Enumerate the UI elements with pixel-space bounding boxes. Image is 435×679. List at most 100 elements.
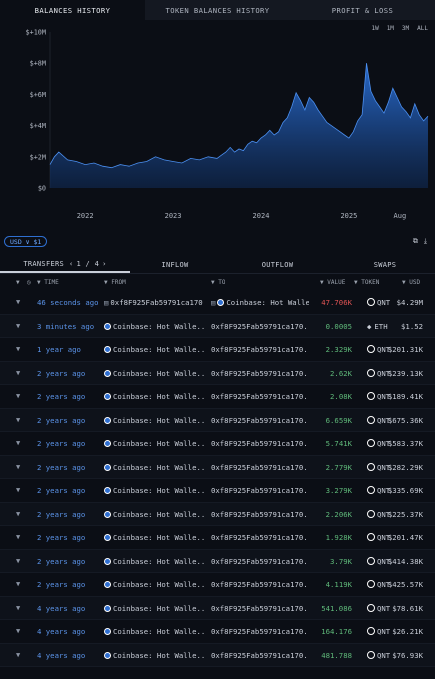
- document-icon[interactable]: ▤: [104, 298, 109, 307]
- filter-icon[interactable]: ▼: [16, 509, 21, 518]
- to-address[interactable]: 0xf8F925Fab59791ca170...: [211, 533, 309, 542]
- time-link[interactable]: 2 years ago: [37, 509, 86, 519]
- to-label[interactable]: 0xf8F925Fab59791ca170...: [211, 415, 309, 425]
- filter-icon[interactable]: ▼: [16, 298, 21, 306]
- filter-icon[interactable]: ▼: [16, 462, 21, 471]
- time-link[interactable]: 2 years ago: [37, 415, 86, 425]
- time-link[interactable]: 4 years ago: [37, 627, 86, 636]
- from-address[interactable]: Coinbase: Hot Walle...: [104, 392, 204, 401]
- token-cell[interactable]: QNT: [367, 439, 390, 448]
- token-cell[interactable]: QNT: [367, 650, 390, 660]
- from-label[interactable]: Coinbase: Hot Walle...: [113, 345, 204, 354]
- from-label[interactable]: Coinbase: Hot Walle...: [113, 486, 204, 495]
- to-address[interactable]: 0xf8F925Fab59791ca170...: [211, 392, 309, 401]
- from-label[interactable]: Coinbase: Hot Walle...: [113, 392, 204, 401]
- filter-icon[interactable]: ▼: [16, 368, 21, 377]
- token-cell[interactable]: ◆ ETH: [367, 322, 388, 331]
- to-address[interactable]: 0xf8F925Fab59791ca170...: [211, 580, 309, 589]
- time-link[interactable]: 3 minutes ago: [37, 321, 95, 331]
- token-cell[interactable]: QNT: [367, 556, 390, 566]
- token-cell[interactable]: QNT: [367, 533, 390, 542]
- token-cell[interactable]: QNT: [367, 345, 390, 354]
- token-cell[interactable]: QNT: [367, 368, 390, 378]
- from-label[interactable]: Coinbase: Hot Walle...: [113, 603, 204, 613]
- from-label[interactable]: Coinbase: Hot Walle...: [113, 321, 204, 331]
- from-label[interactable]: Coinbase: Hot Walle...: [113, 368, 204, 378]
- value-header[interactable]: ▼ VALUE: [320, 279, 345, 286]
- from-address[interactable]: Coinbase: Hot Walle...: [104, 345, 204, 354]
- from-address[interactable]: Coinbase: Hot Walle...: [104, 322, 204, 331]
- tab-inflow[interactable]: INFLOW: [161, 260, 189, 269]
- range-1m-button[interactable]: 1M: [386, 25, 394, 32]
- currency-selector[interactable]: USD ∨ $1: [4, 236, 48, 247]
- from-address[interactable]: Coinbase: Hot Walle...: [104, 486, 204, 495]
- time-link[interactable]: 2 years ago: [37, 368, 86, 378]
- to-address[interactable]: 0xf8F925Fab59791ca170...: [211, 557, 309, 566]
- from-label[interactable]: Coinbase: Hot Walle...: [113, 415, 204, 425]
- to-address[interactable]: 0xf8F925Fab59791ca170...: [211, 463, 309, 472]
- to-header[interactable]: ▼ TO: [211, 279, 225, 286]
- range-3m-button[interactable]: 3M: [401, 25, 410, 32]
- token-cell[interactable]: QNT: [367, 509, 390, 519]
- filter-icon[interactable]: ▼: [16, 627, 21, 635]
- filter-icon[interactable]: ▼: [16, 439, 21, 447]
- token-cell[interactable]: QNT: [367, 580, 390, 589]
- to-label[interactable]: 0xf8F925Fab59791ca170...: [211, 392, 309, 401]
- history-icon[interactable]: ◷: [27, 279, 31, 286]
- from-address[interactable]: Coinbase: Hot Walle...: [104, 651, 204, 660]
- to-label[interactable]: 0xf8F925Fab59791ca170...: [211, 603, 309, 613]
- from-label[interactable]: Coinbase: Hot Walle...: [113, 556, 204, 566]
- to-label[interactable]: 0xf8F925Fab59791ca170...: [211, 486, 309, 495]
- token-cell[interactable]: QNT: [367, 486, 390, 495]
- to-label[interactable]: 0xf8F925Fab59791ca170...: [211, 650, 309, 660]
- from-address[interactable]: Coinbase: Hot Walle...: [104, 557, 204, 566]
- time-link[interactable]: 2 years ago: [37, 439, 86, 448]
- filter-icon[interactable]: ▼: [16, 345, 21, 353]
- to-label[interactable]: 0xf8F925Fab59791ca170...: [211, 627, 309, 636]
- from-label[interactable]: Coinbase: Hot Walle...: [113, 650, 204, 660]
- to-address[interactable]: 0xf8F925Fab59791ca170...: [211, 486, 309, 495]
- to-address[interactable]: 0xf8F925Fab59791ca170...: [211, 345, 309, 354]
- filter-icon[interactable]: ▼: [16, 650, 21, 659]
- to-label[interactable]: 0xf8F925Fab59791ca170...: [211, 509, 309, 519]
- filter-icon[interactable]: ▼: [16, 392, 21, 400]
- token-header[interactable]: ▼ TOKEN: [354, 279, 379, 286]
- from-label[interactable]: Coinbase: Hot Walle...: [113, 439, 204, 448]
- token-cell[interactable]: QNT: [367, 392, 390, 401]
- from-label[interactable]: 0xf8F925Fab59791ca170...: [110, 298, 204, 307]
- from-address[interactable]: Coinbase: Hot Walle...: [104, 369, 204, 378]
- time-link[interactable]: 2 years ago: [37, 556, 86, 566]
- from-address[interactable]: Coinbase: Hot Walle...: [104, 604, 204, 613]
- to-label[interactable]: 0xf8F925Fab59791ca170...: [211, 439, 309, 448]
- time-link[interactable]: 4 years ago: [37, 650, 86, 660]
- document-icon[interactable]: ▤: [211, 298, 216, 307]
- to-address[interactable]: 0xf8F925Fab59791ca170...: [211, 322, 309, 331]
- time-header[interactable]: ▼ TIME: [37, 279, 59, 286]
- next-page-icon[interactable]: ›: [102, 259, 107, 268]
- from-address[interactable]: Coinbase: Hot Walle...: [104, 580, 204, 589]
- filter-icon[interactable]: ▼: [16, 580, 21, 588]
- filter-icon[interactable]: ▼: [16, 321, 21, 330]
- to-address[interactable]: ▤ Coinbase: Hot Walle...: [211, 298, 309, 307]
- filter-icon[interactable]: ▼: [16, 533, 21, 541]
- token-cell[interactable]: QNT: [367, 298, 390, 307]
- range-all-button[interactable]: ALL: [417, 25, 428, 32]
- from-label[interactable]: Coinbase: Hot Walle...: [113, 627, 204, 636]
- to-label[interactable]: 0xf8F925Fab59791ca170...: [211, 321, 309, 331]
- to-address[interactable]: 0xf8F925Fab59791ca170...: [211, 604, 309, 613]
- tab-swaps[interactable]: SWAPS: [373, 260, 397, 269]
- to-address[interactable]: 0xf8F925Fab59791ca170...: [211, 651, 309, 660]
- to-label[interactable]: 0xf8F925Fab59791ca170...: [211, 368, 309, 378]
- copy-icon[interactable]: ⧉: [412, 237, 418, 245]
- tab-outflow[interactable]: OUTFLOW: [261, 260, 294, 269]
- tab-token-balances-history[interactable]: TOKEN BALANCES HISTORY: [165, 5, 270, 15]
- to-address[interactable]: 0xf8F925Fab59791ca170...: [211, 439, 309, 448]
- to-label[interactable]: 0xf8F925Fab59791ca170...: [211, 556, 309, 566]
- filter-icon[interactable]: ▼: [16, 603, 21, 612]
- from-address[interactable]: Coinbase: Hot Walle...: [104, 463, 204, 472]
- tab-profit-loss[interactable]: PROFIT & LOSS: [331, 5, 394, 15]
- filter-icon[interactable]: ▼: [16, 415, 21, 424]
- time-link[interactable]: 2 years ago: [37, 533, 86, 542]
- time-link[interactable]: 2 years ago: [37, 486, 86, 495]
- to-label[interactable]: 0xf8F925Fab59791ca170...: [211, 345, 309, 354]
